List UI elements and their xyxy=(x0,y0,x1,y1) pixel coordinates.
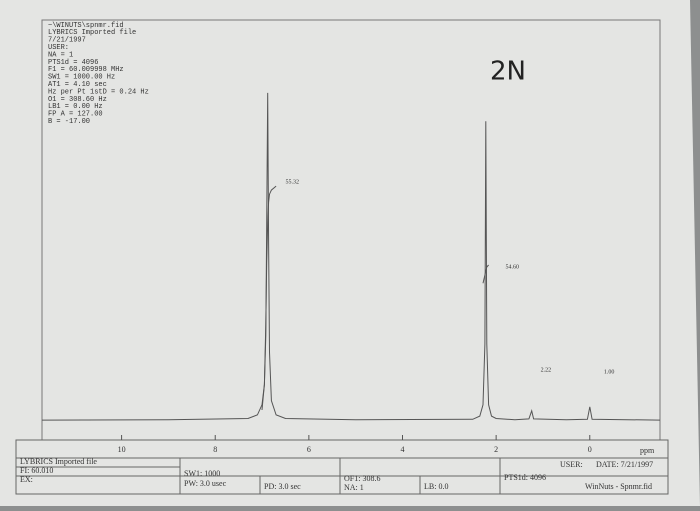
header-line: 7/21/1997 xyxy=(48,37,86,45)
header-line: FP A = 127.00 xyxy=(48,111,103,119)
header-line: AT1 = 4.10 sec xyxy=(48,81,107,89)
footer-file: LYBRICS Imported file xyxy=(20,457,97,466)
footer-sw1: SW1: 1000 xyxy=(184,469,220,478)
handwritten-note: 2N xyxy=(490,57,526,87)
footer-pts: PTS1d: 4096 xyxy=(504,473,546,482)
footer-lb: LB: 0.0 xyxy=(424,482,448,491)
integral-label: 54.60 xyxy=(506,264,520,270)
header-line: NA = 1 xyxy=(48,51,73,59)
footer-of1: OF1: 308.6 xyxy=(344,474,380,483)
x-axis-label: ppm xyxy=(640,446,655,455)
header-line: F1 = 60.009998 MHz xyxy=(48,66,124,74)
integral-label: 55.32 xyxy=(285,179,299,185)
x-tick-label: 6 xyxy=(307,445,311,454)
x-tick-label: 8 xyxy=(213,445,217,454)
header-line: ~\WINUTS\spnmr.fid xyxy=(48,22,124,30)
x-tick-label: 4 xyxy=(401,445,405,454)
footer-fi: FI: 60.010 xyxy=(20,466,53,475)
footer-rules xyxy=(16,457,668,494)
header-line: B = -17.00 xyxy=(48,118,90,126)
header-line: SW1 = 1000.00 Hz xyxy=(48,74,115,82)
integral-label: 2.22 xyxy=(541,368,552,374)
x-tick-label: 0 xyxy=(588,445,592,454)
x-tick-label: 2 xyxy=(494,445,498,454)
footer-date: DATE: 7/21/1997 xyxy=(596,460,653,469)
footer-ex: EX: xyxy=(20,475,33,484)
footer-pd: PD: 3.0 sec xyxy=(264,482,301,491)
header-line: O1 = 308.60 Hz xyxy=(48,96,107,104)
header-line: Hz per Pt 1stD = 0.24 Hz xyxy=(48,88,149,96)
footer-prog: WinNuts - Spnmr.fid xyxy=(585,482,652,491)
header-line: PTS1d = 4096 xyxy=(48,59,98,67)
footer-pw: PW: 3.0 usec xyxy=(184,479,227,488)
footer-user: USER: xyxy=(560,460,583,469)
footer-na: NA: 1 xyxy=(344,483,364,492)
integral-line xyxy=(261,185,489,411)
x-tick-label: 10 xyxy=(118,445,126,454)
integral-label: 1.00 xyxy=(604,370,615,376)
header-line: LB1 = 0.00 Hz xyxy=(48,103,103,111)
header-line: USER: xyxy=(48,44,69,52)
header-line: LYBRICS Imported file xyxy=(48,29,136,37)
